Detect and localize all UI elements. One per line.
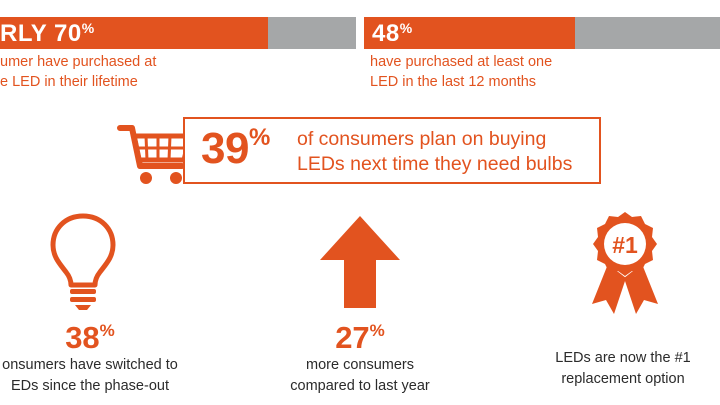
stat-value: RLY 70% <box>0 20 95 47</box>
award-badge-text: #1 <box>612 232 638 258</box>
bar-fill <box>364 17 575 49</box>
caption-line: umer have purchased at <box>0 54 157 70</box>
stat-switched: 38% onsumers have switched to EDs since … <box>0 314 200 397</box>
bar-remainder <box>575 17 720 49</box>
desc-line: LEDs are now the #1 <box>555 350 691 366</box>
desc-line: replacement option <box>561 371 685 387</box>
stat-description: more consumers compared to last year <box>260 355 460 397</box>
callout-text: of consumers plan on buying LEDs next ti… <box>297 127 572 177</box>
stat-value: 27% <box>335 320 385 355</box>
callout-line: of consumers plan on buying <box>297 128 547 150</box>
award-ribbon-icon: #1 <box>592 212 658 314</box>
up-arrow-icon <box>320 216 400 308</box>
stat-replacement: LEDs are now the #1 replacement option <box>528 348 718 390</box>
stat-description: LEDs are now the #1 replacement option <box>528 348 718 390</box>
callout-box: 39% of consumers plan on buying LEDs nex… <box>183 117 601 184</box>
bar-fill <box>0 17 268 49</box>
caption-line: LED in the last 12 months <box>370 74 537 90</box>
bar-remainder <box>268 17 356 49</box>
shopping-cart-icon <box>117 125 193 184</box>
callout-stat: 39% <box>201 124 270 173</box>
desc-line: more consumers <box>306 357 414 373</box>
caption-line: have purchased at least one <box>370 54 553 70</box>
desc-line: compared to last year <box>290 378 430 394</box>
caption-last-year: have purchased at least one LED in the l… <box>370 52 552 92</box>
light-bulb-icon <box>50 213 116 310</box>
caption-lifetime: umer have purchased at e LED in their li… <box>0 52 156 92</box>
stat-value: 38% <box>65 320 115 355</box>
desc-line: EDs since the phase-out <box>11 378 169 394</box>
desc-line: onsumers have switched to <box>2 357 178 373</box>
stat-value: 48% <box>372 20 413 47</box>
stat-bar-lifetime: RLY 70% <box>0 17 356 49</box>
stat-description: onsumers have switched to EDs since the … <box>0 355 200 397</box>
callout-line: LEDs next time they need bulbs <box>297 153 573 175</box>
stat-bar-last-year: 48% <box>364 17 720 49</box>
caption-line: e LED in their lifetime <box>0 74 138 90</box>
stat-increase: 27% more consumers compared to last year <box>260 314 460 397</box>
